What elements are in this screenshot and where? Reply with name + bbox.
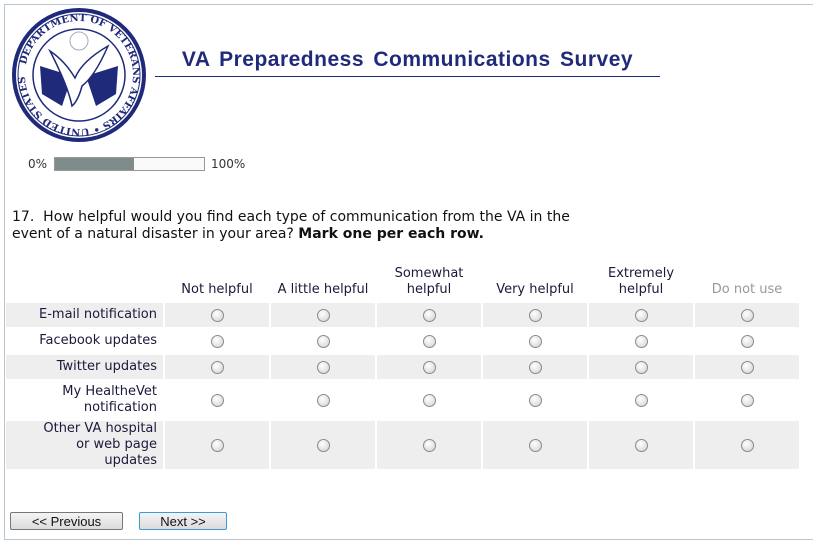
radio-cell [271,381,375,419]
radio-cell [589,381,693,419]
radio-cell [271,303,375,327]
radio-button[interactable] [634,308,648,322]
radio-cell [695,421,799,469]
radio-button[interactable] [634,334,648,348]
radio-button[interactable] [210,438,224,452]
radio-cell [483,329,587,353]
table-row: Twitter updates [6,355,799,379]
progress-fill [55,158,134,170]
radio-button[interactable] [528,308,542,322]
radio-button[interactable] [422,360,436,374]
row-label: E-mail notification [6,303,163,327]
radio-button[interactable] [316,308,330,322]
radio-cell [483,355,587,379]
radio-cell [377,355,481,379]
column-header: Somewhat helpful [394,266,464,297]
radio-cell [165,355,269,379]
row-label: Twitter updates [6,355,163,379]
radio-cell [377,381,481,419]
radio-button[interactable] [316,438,330,452]
progress-end-label: 100% [211,157,246,171]
row-header-blank [6,262,163,301]
page-title: VA Preparedness Communications Survey [155,48,660,77]
question-body: How helpful would you find each type of … [12,209,570,242]
progress-start-label: 0% [28,157,48,171]
radio-cell [377,421,481,469]
radio-cell [589,329,693,353]
next-button[interactable]: Next >> [139,512,227,530]
column-header: Extremely helpful [607,266,675,297]
question-instruction: Mark one per each row. [298,226,484,242]
radio-cell [695,303,799,327]
radio-button[interactable] [634,393,648,407]
radio-button[interactable] [528,334,542,348]
radio-button[interactable] [422,308,436,322]
radio-cell [165,381,269,419]
radio-cell [377,303,481,327]
radio-cell [695,381,799,419]
table-row: E-mail notification [6,303,799,327]
column-header: Very helpful [496,282,574,297]
radio-cell [165,303,269,327]
radio-cell [695,329,799,353]
radio-button[interactable] [528,438,542,452]
radio-cell [589,421,693,469]
va-seal-logo: DEPARTMENT OF VETERANS AFFAIRS • UNITED … [10,6,146,142]
radio-button[interactable] [528,360,542,374]
rating-matrix: Not helpful A little helpful Somewhat help… [4,260,801,471]
radio-button[interactable] [422,438,436,452]
table-row: Other VA hospital or web page updates [6,421,799,469]
radio-button[interactable] [210,334,224,348]
radio-button[interactable] [740,334,754,348]
radio-cell [695,355,799,379]
radio-button[interactable] [316,393,330,407]
radio-button[interactable] [210,308,224,322]
column-header: Do not use [711,282,783,297]
radio-cell [271,329,375,353]
radio-button[interactable] [634,360,648,374]
radio-button[interactable] [740,308,754,322]
table-row: My HealtheVet notification [6,381,799,419]
radio-button[interactable] [740,360,754,374]
radio-button[interactable] [740,438,754,452]
radio-cell [377,329,481,353]
radio-cell [483,303,587,327]
column-header: Not helpful [181,282,253,297]
radio-cell [165,421,269,469]
radio-button[interactable] [210,393,224,407]
survey-frame [4,4,813,540]
radio-cell [483,421,587,469]
radio-cell [271,355,375,379]
radio-cell [589,303,693,327]
radio-button[interactable] [740,393,754,407]
question-text: 17. How helpful would you find each type… [12,209,612,243]
row-label: My HealtheVet notification [62,384,157,415]
radio-button[interactable] [316,360,330,374]
table-row: Facebook updates [6,329,799,353]
question-number: 17. [12,209,35,225]
previous-button[interactable]: << Previous [10,512,123,530]
row-label: Facebook updates [39,333,157,348]
radio-button[interactable] [634,438,648,452]
row-label: Other VA hospital or web page updates [6,421,163,469]
radio-button[interactable] [316,334,330,348]
radio-cell [589,355,693,379]
radio-cell [483,381,587,419]
radio-cell [165,329,269,353]
radio-button[interactable] [210,360,224,374]
progress-bar [54,157,205,171]
column-header: A little helpful [277,282,369,297]
radio-cell [271,421,375,469]
radio-button[interactable] [422,393,436,407]
radio-button[interactable] [528,393,542,407]
radio-button[interactable] [422,334,436,348]
